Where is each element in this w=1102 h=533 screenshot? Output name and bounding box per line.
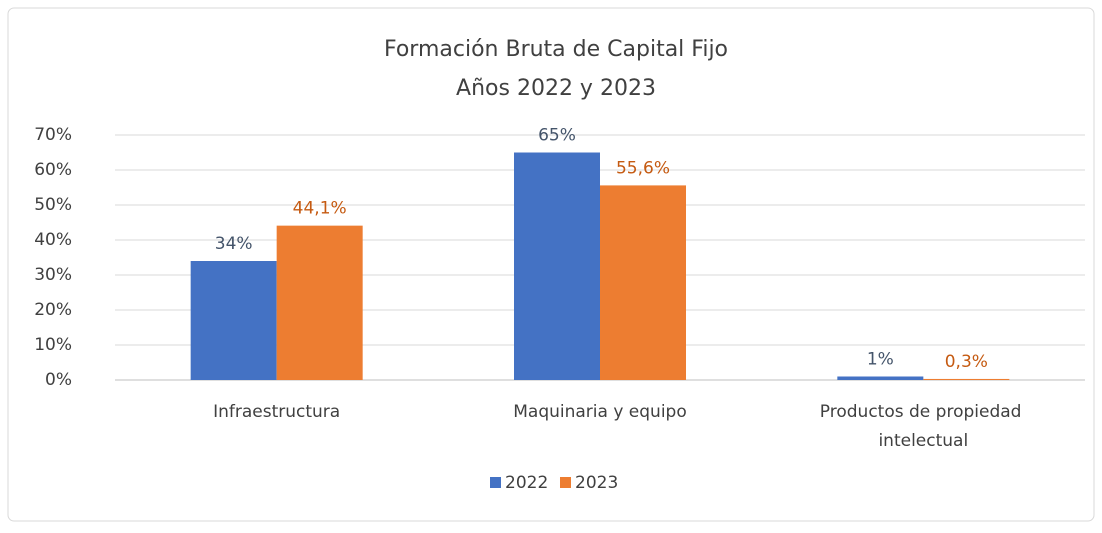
- data-label: 0,3%: [945, 352, 988, 372]
- y-tick-label: 40%: [34, 230, 72, 250]
- y-tick-label: 30%: [34, 265, 72, 285]
- chart-subtitle: Años 2022 y 2023: [456, 76, 656, 101]
- y-tick-label: 0%: [45, 370, 72, 390]
- y-tick-label: 60%: [34, 160, 72, 180]
- legend-label: 2022: [505, 473, 548, 493]
- x-tick-label: Productos de propiedad intelectual: [820, 402, 1027, 451]
- x-tick-label: Maquinaria y equipo: [513, 402, 687, 422]
- chart-title: Formación Bruta de Capital Fijo: [384, 37, 728, 62]
- legend-label: 2023: [575, 473, 618, 493]
- data-label: 55,6%: [616, 158, 670, 178]
- bar: [514, 152, 600, 380]
- legend-swatch: [490, 477, 501, 488]
- legend-swatch: [560, 477, 571, 488]
- data-label: 34%: [215, 234, 253, 254]
- data-label: 1%: [867, 350, 894, 370]
- bar: [190, 261, 277, 380]
- data-label: 65%: [538, 126, 576, 146]
- y-tick-label: 50%: [34, 195, 72, 215]
- bar: [276, 225, 363, 380]
- data-label: 44,1%: [293, 199, 347, 219]
- bar: [837, 376, 924, 380]
- bar: [600, 185, 686, 380]
- bar: [923, 378, 1010, 380]
- y-tick-label: 20%: [34, 300, 72, 320]
- x-tick-label: Infraestructura: [213, 402, 340, 422]
- y-tick-label: 10%: [34, 335, 72, 355]
- y-tick-label: 70%: [34, 125, 72, 145]
